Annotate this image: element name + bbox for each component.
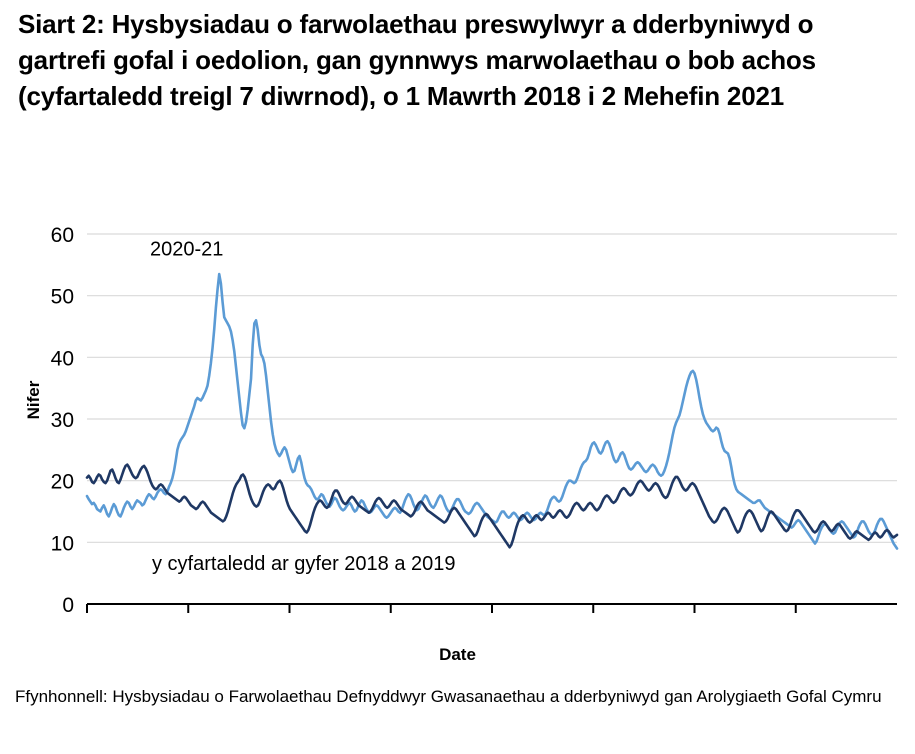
- y-axis-tick-label: 0: [62, 594, 74, 617]
- y-axis-tick-label: 10: [51, 532, 74, 555]
- page-title: Siart 2: Hysbysiadau o farwolaethau pres…: [18, 9, 816, 111]
- y-axis-tick-label: 50: [51, 286, 74, 309]
- annotation-average-2018-2019: y cyfartaledd ar gyfer 2018 a 2019: [152, 553, 456, 575]
- line-chart: 010203040506001-Maw01-Mai01-Gorff01-Medi…: [51, 224, 899, 617]
- y-axis-tick-label: 40: [51, 347, 74, 370]
- chart-plot-area: 010203040506001-Maw01-Mai01-Gorff01-Medi…: [0, 200, 915, 620]
- series-line-average-2018-2019[interactable]: [85, 463, 899, 549]
- y-axis-tick-label: 60: [51, 224, 74, 247]
- y-axis-tick-label: 20: [51, 471, 74, 494]
- annotation-2020-21: 2020-21: [150, 239, 223, 261]
- y-axis-tick-label: 30: [51, 409, 74, 432]
- y-axis-title: Nifer: [24, 380, 43, 420]
- source-note: Ffynhonnell: Hysbysiadau o Farwolaethau …: [15, 687, 882, 706]
- x-axis-title: Date: [439, 645, 476, 664]
